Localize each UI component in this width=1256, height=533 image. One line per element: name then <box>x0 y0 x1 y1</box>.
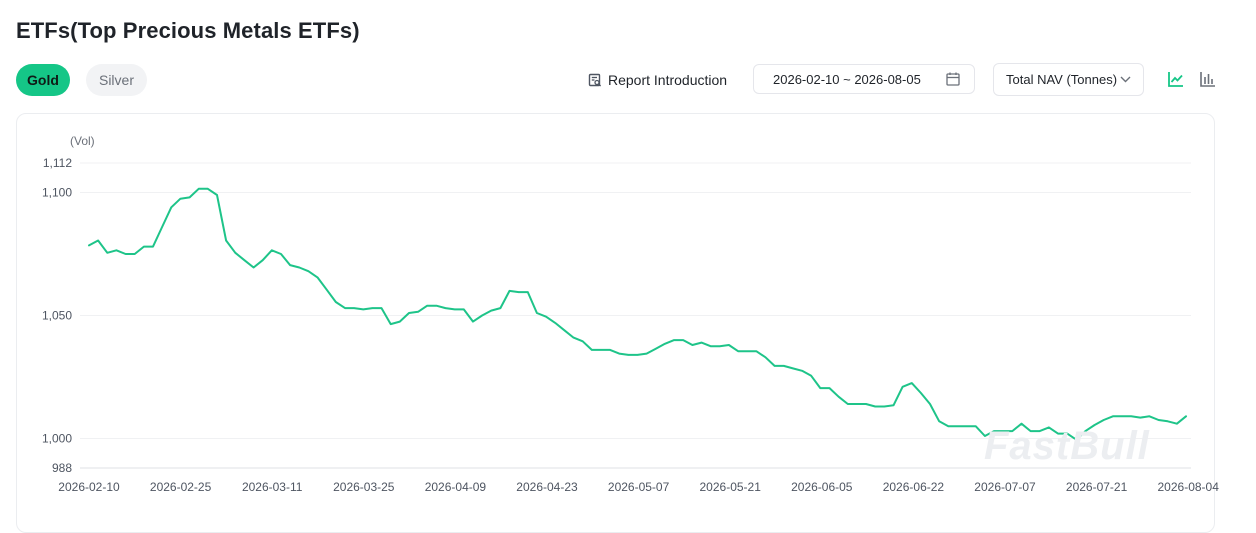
x-tick-label: 2026-06-22 <box>883 480 945 494</box>
metric-select-value: Total NAV (Tonnes) <box>1006 72 1118 87</box>
x-tick-label: 2026-03-11 <box>242 480 303 494</box>
date-range-value: 2026-02-10 ~ 2026-08-05 <box>773 71 921 87</box>
y-tick-label: 1,050 <box>42 309 72 323</box>
y-axis-label: (Vol) <box>70 134 95 148</box>
x-tick-label: 2026-03-25 <box>333 480 395 494</box>
chevron-down-icon <box>1120 76 1131 83</box>
tab-gold[interactable]: Gold <box>16 64 70 96</box>
report-introduction-label: Report Introduction <box>608 72 728 88</box>
metric-select[interactable]: Total NAV (Tonnes) <box>993 63 1144 96</box>
y-tick-label: 1,100 <box>42 186 72 200</box>
x-tick-label: 2026-04-23 <box>516 480 578 494</box>
tab-silver[interactable]: Silver <box>86 64 147 96</box>
x-tick-label: 2026-05-07 <box>608 480 670 494</box>
x-tick-label: 2026-04-09 <box>425 480 487 494</box>
y-tick-label: 988 <box>52 461 72 475</box>
y-tick-label: 1,000 <box>42 431 72 445</box>
x-tick-label: 2026-02-10 <box>58 480 120 494</box>
line-chart-view-icon[interactable] <box>1167 70 1185 88</box>
x-tick-label: 2026-06-05 <box>791 480 853 494</box>
x-tick-label: 2026-08-04 <box>1158 480 1220 494</box>
x-tick-label: 2026-05-21 <box>700 480 762 494</box>
x-tick-label: 2026-02-25 <box>150 480 212 494</box>
bar-chart-view-icon[interactable] <box>1199 70 1217 88</box>
report-icon <box>588 73 602 87</box>
x-tick-label: 2026-07-07 <box>974 480 1036 494</box>
page-title: ETFs(Top Precious Metals ETFs) <box>16 18 360 43</box>
y-tick-label: 1,112 <box>43 156 72 170</box>
x-tick-label: 2026-07-21 <box>1066 480 1128 494</box>
nav-line-chart: 1,112 1,100 1,050 1,000 988 2026-02-10 2026-0… <box>42 134 1220 494</box>
report-introduction-link[interactable]: Report Introduction <box>588 70 727 90</box>
date-range-picker[interactable]: 2026-02-10 ~ 2026-08-05 <box>753 64 975 94</box>
calendar-icon <box>946 72 960 86</box>
series-line <box>88 187 1187 441</box>
